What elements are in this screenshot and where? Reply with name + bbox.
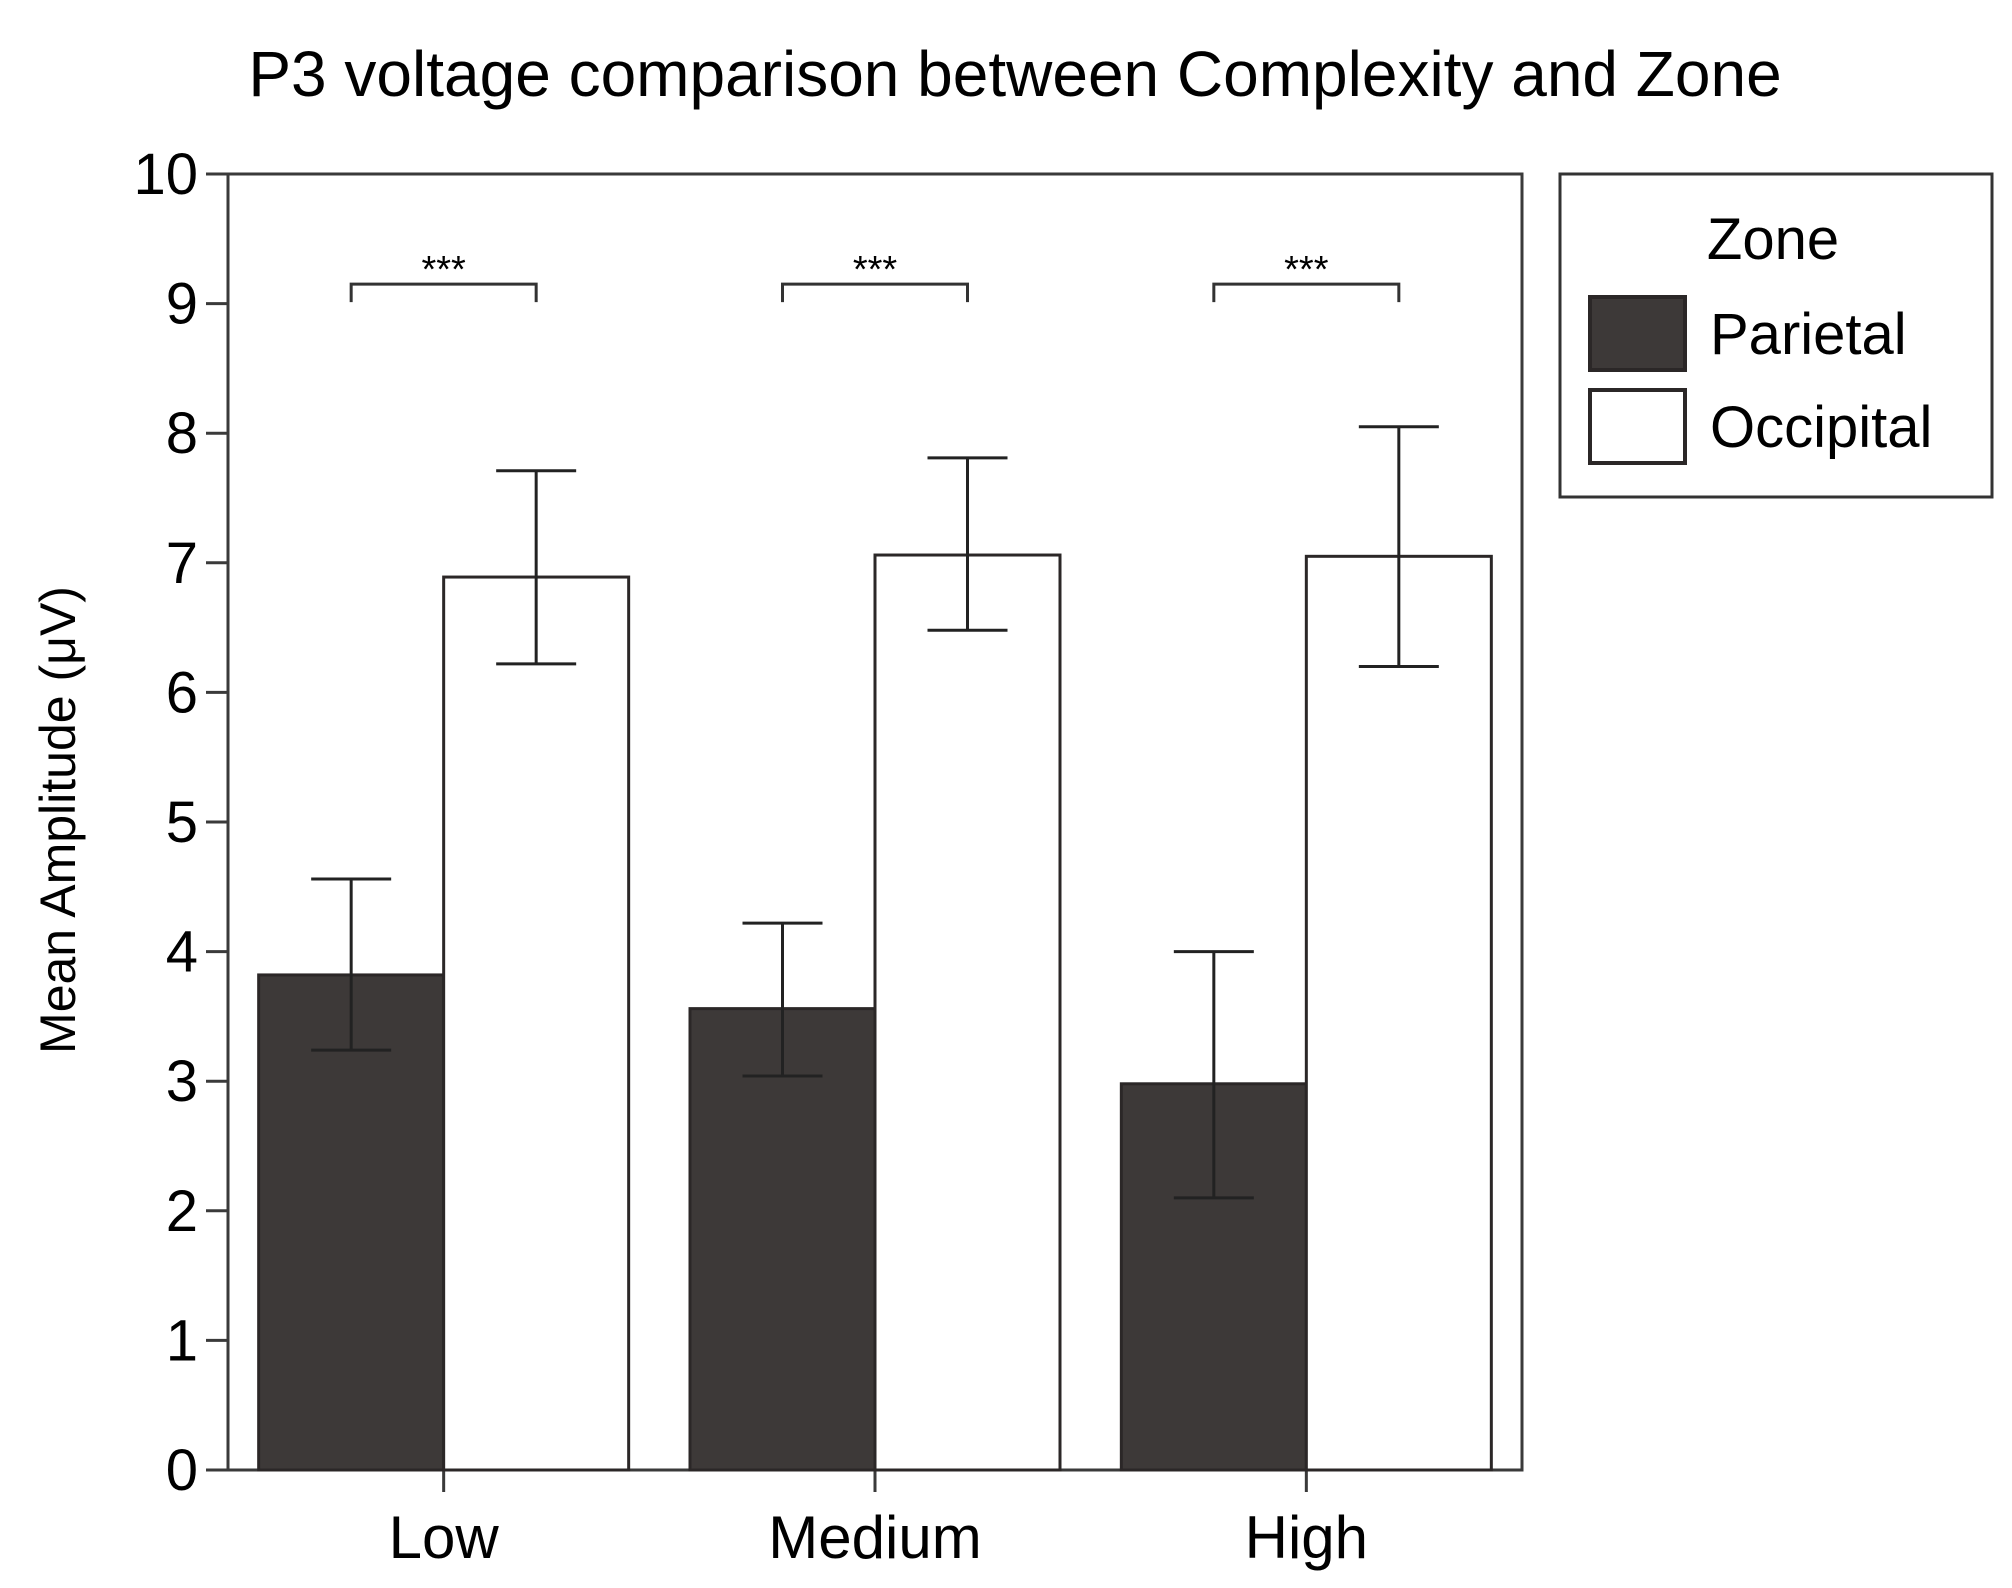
error-bar-occipital-medium xyxy=(927,456,1008,632)
y-tick-label: 8 xyxy=(166,401,198,466)
bar-occipital-low xyxy=(442,575,631,1472)
error-bar-parietal-high xyxy=(1173,950,1254,1200)
legend-swatch xyxy=(1588,295,1687,372)
bar-parietal-low xyxy=(257,973,446,1472)
y-tick-label: 9 xyxy=(166,272,198,337)
significance-label: *** xyxy=(853,249,898,291)
significance-bracket-high: *** xyxy=(1212,249,1401,303)
y-tick-label: 3 xyxy=(166,1049,198,1114)
legend-title: Zone xyxy=(1707,207,1839,272)
error-bar-occipital-low xyxy=(496,469,577,666)
y-tick-label: 5 xyxy=(166,790,198,855)
legend-item-occipital: Occipital xyxy=(1588,388,1932,465)
significance-bracket-low: *** xyxy=(349,249,538,303)
y-axis-title: Mean Amplitude (μV) xyxy=(30,586,86,1054)
error-bar-parietal-low xyxy=(311,877,392,1052)
legend-label: Parietal xyxy=(1710,302,1907,367)
y-tick-label: 6 xyxy=(166,660,198,725)
x-tick-label-medium: Medium xyxy=(768,1504,981,1571)
significance-bracket-medium: *** xyxy=(781,249,969,303)
legend-item-parietal: Parietal xyxy=(1588,295,1907,372)
plot-area: 0 1 2 3 4 5 6 7 8 9 10 Low Medium High *** *** *** xyxy=(133,142,1524,1571)
bar-occipital-high xyxy=(1304,554,1493,1472)
legend-label: Occipital xyxy=(1710,395,1932,460)
significance-bracket-line xyxy=(1212,282,1401,303)
significance-label: *** xyxy=(421,249,466,291)
x-tick-label-low: Low xyxy=(389,1504,500,1571)
bar-parietal-medium xyxy=(688,1007,877,1472)
y-tick-label: 0 xyxy=(166,1438,198,1503)
error-bar-occipital-high xyxy=(1358,425,1439,668)
y-tick-label: 2 xyxy=(166,1179,198,1244)
x-tick-label-high: High xyxy=(1245,1504,1368,1571)
y-tick-label: 7 xyxy=(166,531,198,596)
significance-bracket-line xyxy=(349,282,538,303)
y-tick-label: 4 xyxy=(166,920,198,985)
legend-swatch xyxy=(1588,388,1687,465)
error-bar-parietal-medium xyxy=(742,921,823,1078)
bar-occipital-medium xyxy=(873,553,1062,1472)
significance-label: *** xyxy=(1284,249,1329,291)
y-tick-label: 1 xyxy=(166,1308,198,1373)
chart-title: P3 voltage comparison between Complexity… xyxy=(248,38,1781,110)
legend: Zone Parietal Occipital xyxy=(1558,172,1994,499)
significance-bracket-line xyxy=(781,282,969,303)
y-tick-label: 10 xyxy=(133,142,198,207)
